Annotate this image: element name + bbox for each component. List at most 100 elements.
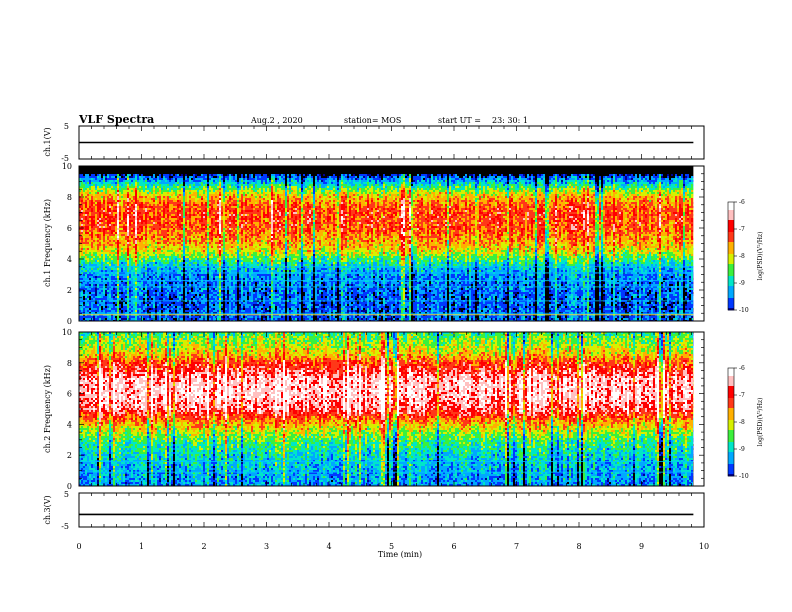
spectrogram-cell: [91, 248, 94, 251]
spectrogram-cell: [119, 294, 122, 297]
spectrogram-cell: [119, 232, 122, 237]
spectrogram-cell: [81, 256, 84, 261]
spectrogram-cell: [93, 304, 96, 309]
spectrogram-cell: [125, 176, 128, 179]
spectrogram-cell: [111, 286, 114, 291]
spectrogram-cell: [117, 300, 120, 307]
spectrogram-cell: [91, 216, 94, 229]
spectrogram-cell: [81, 212, 84, 215]
spectrogram-cell: [121, 262, 124, 265]
spectrogram-cell: [113, 190, 116, 193]
spectrogram-cell: [83, 238, 86, 243]
spectrogram-cell: [83, 198, 86, 203]
spectrogram-cell: [125, 184, 128, 187]
spectrogram-cell: [99, 202, 102, 211]
spectrogram-cell: [123, 254, 126, 259]
spectrogram-cell: [87, 274, 90, 279]
spectrogram-cell: [113, 224, 116, 227]
spectrogram-cell: [121, 252, 124, 257]
spectrogram-cell: [97, 226, 100, 233]
spectrogram-cell: [113, 204, 116, 207]
spectrogram-cell: [103, 188, 106, 191]
spectrogram-cell: [85, 318, 88, 321]
spectrogram-cell: [95, 262, 98, 265]
spectrogram-cell: [85, 264, 88, 267]
spectrogram-cell: [123, 280, 126, 283]
spectrogram-cell: [99, 228, 102, 233]
spectrogram-cell: [119, 198, 122, 201]
spectrogram-cell: [85, 258, 88, 261]
spectrogram-cell: [107, 226, 110, 229]
spectrogram-cell: [95, 190, 98, 193]
spectrogram-cell: [79, 222, 82, 227]
spectrogram-cell: [117, 270, 120, 273]
spectrogram-cell: [115, 294, 118, 297]
spectrogram-cell: [91, 212, 94, 217]
spectrogram-cell: [113, 194, 116, 201]
spectrogram-cell: [105, 274, 108, 277]
spectrogram-cell: [117, 178, 120, 181]
spectrogram-cell: [119, 220, 122, 223]
spectrogram-cell: [107, 304, 110, 307]
spectrogram-cell: [109, 166, 112, 175]
spectrogram-cell: [101, 214, 104, 219]
spectrogram-cell: [89, 200, 92, 207]
spectrogram-cell: [111, 258, 114, 261]
spectrogram-cell: [95, 194, 98, 199]
spectrogram-cell: [99, 288, 102, 293]
spectrogram-cell: [115, 214, 118, 219]
spectrogram-cell: [81, 260, 84, 265]
spectrogram-cell: [97, 262, 100, 267]
spectrogram-cell: [79, 278, 82, 281]
spectrogram-cell: [95, 260, 98, 263]
spectrogram-cell: [119, 186, 122, 189]
spectrogram-cell: [93, 308, 96, 311]
spectrogram-cell: [87, 166, 90, 175]
spectrogram-cell: [93, 240, 96, 243]
spectrogram-cell: [123, 282, 126, 287]
spectrogram-cell: [105, 304, 108, 307]
spectrogram-cell: [95, 180, 98, 183]
spectrogram-cell: [97, 190, 100, 193]
spectrogram-cell: [123, 246, 126, 249]
spectrogram-cell: [99, 304, 102, 307]
spectrogram-cell: [107, 182, 110, 185]
spectrogram-cell: [109, 266, 112, 269]
spectrogram-cell: [109, 212, 112, 215]
spectrogram-cell: [115, 278, 118, 283]
spectrogram-cell: [121, 268, 124, 275]
spectrogram-cell: [99, 246, 102, 249]
spectrogram-cell: [101, 278, 104, 283]
spectrogram-cell: [111, 194, 114, 197]
spectrogram-cell: [123, 224, 126, 227]
spectrogram-cell: [97, 244, 100, 251]
spectrogram-cell: [93, 182, 96, 185]
spectrogram-cell: [101, 202, 104, 205]
spectrogram-cell: [123, 302, 126, 307]
spectrogram-cell: [121, 206, 124, 219]
spectrogram-cell: [107, 276, 110, 279]
spectrogram-cell: [79, 210, 82, 213]
spectrogram-cell: [101, 272, 104, 279]
spectrogram-cell: [93, 204, 96, 207]
spectrogram-cell: [85, 212, 88, 215]
spectrogram-cell: [85, 230, 88, 233]
spectrogram-cell: [95, 198, 98, 201]
spectrogram-cell: [119, 278, 122, 281]
spectrogram-cell: [99, 174, 102, 181]
spectrogram-cell: [101, 166, 104, 179]
spectrogram-cell: [115, 248, 118, 251]
spectrogram-cell: [111, 310, 114, 315]
spectrogram-cell: [83, 234, 86, 237]
spectrogram-cell: [125, 206, 128, 211]
figure-title: VLF Spectra: [78, 113, 154, 126]
spectrogram-cell: [103, 208, 106, 211]
spectrogram-cell: [115, 202, 118, 205]
spectrogram-cell: [89, 246, 92, 253]
spectrogram-cell: [115, 296, 118, 299]
date-label: Aug.2 , 2020: [250, 116, 303, 125]
spectrogram-cell: [99, 296, 102, 299]
spectrogram-cell: [81, 310, 84, 313]
spectrogram-cell: [105, 234, 108, 237]
spectrogram-cell: [111, 252, 114, 255]
